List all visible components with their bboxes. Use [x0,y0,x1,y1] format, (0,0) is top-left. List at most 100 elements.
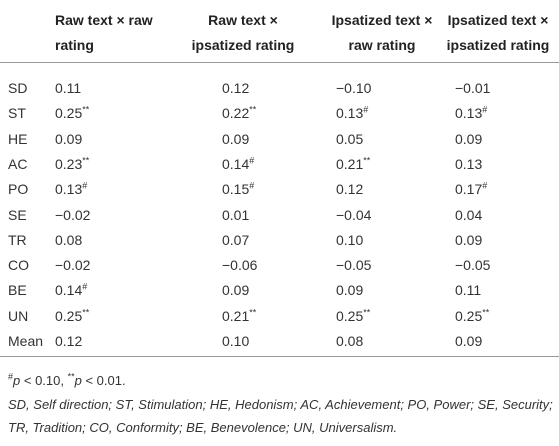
cell-value: 0.08 [55,231,83,248]
cell: 0.14# [222,155,254,173]
row-label: BE [8,282,27,299]
significance-mark: ** [363,155,371,166]
significance-mark: ** [363,307,371,318]
cell: 0.09 [455,332,482,350]
row-label: AC [8,155,28,172]
cell: 0.10 [222,332,249,350]
significance-mark: # [482,180,488,191]
cell: 0.25** [55,307,89,325]
cell-value: 0.25 [336,307,364,324]
cell-value: 0.21 [336,155,364,172]
column-header: Raw text × [208,12,278,28]
cell-value: −0.06 [222,257,258,274]
cell: 0.10 [336,231,363,249]
column-header: Raw text × raw [55,12,153,28]
significance-mark: ** [82,104,90,115]
cell: −0.04 [336,206,371,224]
cell-value: 0.05 [336,130,364,147]
significance-mark: # [363,104,369,115]
cell-value: −0.05 [455,257,491,274]
cell-value: 0.22 [222,105,250,122]
cell: 0.22** [222,104,256,122]
cell-value: 0.10 [222,333,250,349]
bottom-rule [0,356,559,357]
cell: 0.09 [336,281,363,299]
cell: 0.11 [55,79,81,97]
abbreviations: SD, Self direction; ST, Stimulation; HE,… [8,397,553,435]
cell: 0.09 [222,281,249,299]
cell: 0.14# [55,281,87,299]
cell: 0.21** [336,155,370,173]
row-label: SE [8,206,27,223]
cell: −0.05 [455,256,490,274]
column-header: ipsatized rating [446,37,550,53]
row-label: ST [8,105,26,122]
cell-value: −0.05 [336,257,372,274]
significance-mark: # [82,180,88,191]
cell-value: −0.10 [336,80,372,96]
cell: 0.25** [336,307,370,325]
cell-value: 0.12 [55,333,83,349]
cell: 0.12 [336,180,363,198]
footnote-text: < 0.01. [81,373,126,388]
cell-value: 0.13 [455,155,483,172]
cell-value: 0.09 [455,231,483,248]
cell: 0.13 [455,155,482,173]
significance-mark: ** [482,307,490,318]
cell: 0.09 [455,231,482,249]
row-label: CO [8,257,29,274]
footnote-italic: p [13,373,21,388]
row-label: Mean [8,333,44,349]
significance-mark: # [249,155,255,166]
cell-value: −0.04 [336,206,372,223]
cell-value: 0.11 [455,282,482,299]
cell-value: 0.13 [55,181,83,198]
cell: 0.13# [336,104,368,122]
cell: 0.17# [455,180,487,198]
column-header: raw rating [348,37,416,53]
cell: 0.12 [55,332,82,350]
cell: 0.08 [336,332,363,350]
row-label: SD [8,80,28,96]
cell: −0.10 [336,79,371,97]
cell: 0.23** [55,155,89,173]
cell-value: 0.14 [55,282,83,299]
cell-value: −0.02 [55,206,91,223]
cell-value: 0.15 [222,181,250,198]
significance-mark: ** [82,307,90,318]
cell-value: −0.02 [55,257,91,274]
cell: 0.25** [455,307,489,325]
significance-mark: ** [82,155,90,166]
cell: 0.09 [55,130,82,148]
cell-value: 0.12 [336,181,364,198]
cell-value: 0.14 [222,155,250,172]
header-rule [0,62,559,63]
significance-mark: # [249,180,255,191]
significance-mark: # [82,281,88,292]
cell-value: 0.09 [222,130,250,147]
cell-value: 0.23 [55,155,83,172]
cell: 0.07 [222,231,249,249]
cell-value: 0.17 [455,181,483,198]
cell-value: 0.09 [455,333,483,349]
cell: 0.05 [336,130,363,148]
cell: 0.12 [222,79,249,97]
cell-value: 0.12 [222,80,250,96]
significance-mark: ** [249,307,257,318]
footnote: #p < 0.10, **p < 0.01. [8,369,553,392]
footnote-text: < 0.10, [20,373,68,388]
cell: 0.09 [455,130,482,148]
cell-value: 0.25 [455,307,483,324]
row-label: PO [8,181,29,198]
cell-value: 0.13 [455,105,483,122]
column-header: ipsatized rating [191,37,295,53]
cell: 0.09 [222,130,249,148]
significance-mark: # [482,104,488,115]
cell: 0.13# [55,180,87,198]
cell-value: 0.21 [222,307,250,324]
cell-value: 0.25 [55,105,83,122]
cell: 0.08 [55,231,82,249]
cell-value: 0.10 [336,231,364,248]
row-label: TR [8,231,27,248]
